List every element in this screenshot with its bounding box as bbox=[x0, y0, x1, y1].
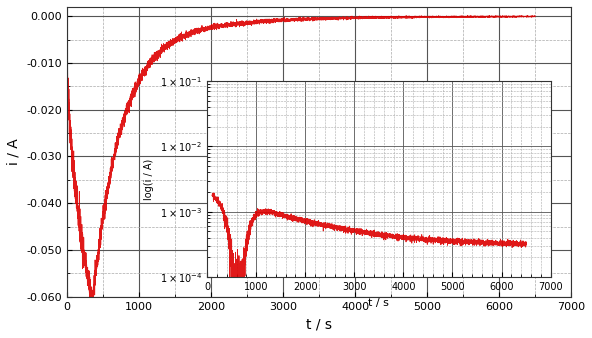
Y-axis label: log(i / A): log(i / A) bbox=[144, 159, 155, 200]
Y-axis label: i / A: i / A bbox=[7, 139, 21, 165]
X-axis label: t / s: t / s bbox=[368, 297, 390, 308]
X-axis label: t / s: t / s bbox=[306, 317, 332, 331]
